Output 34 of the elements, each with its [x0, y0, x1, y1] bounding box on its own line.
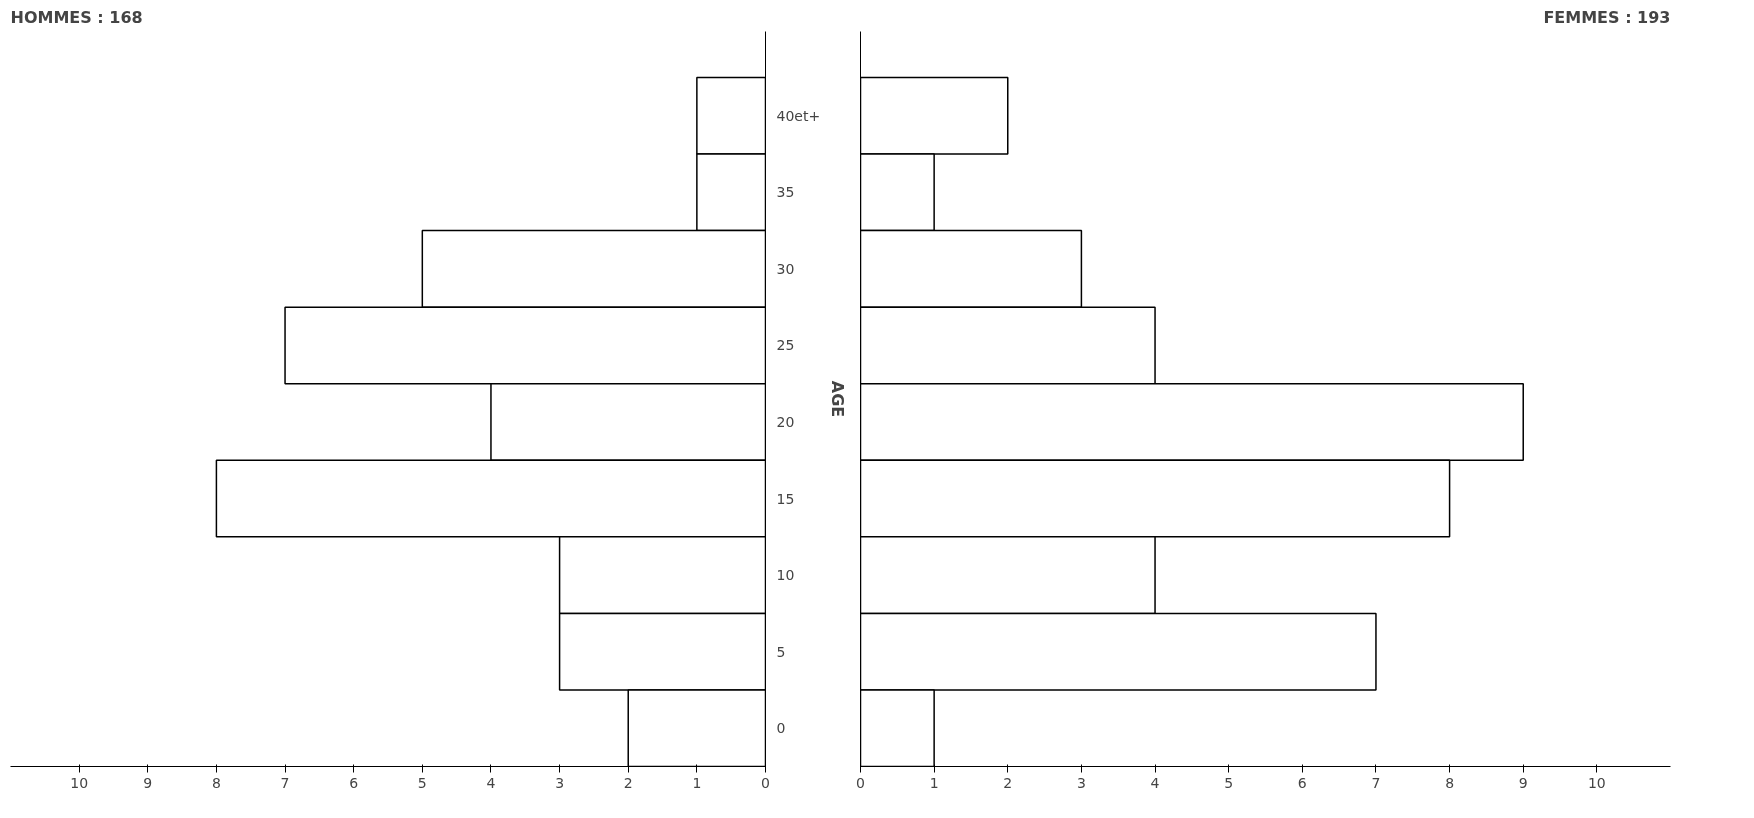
- x-tick-label: 3: [1076, 774, 1086, 791]
- x-tick-label: 8: [1445, 774, 1455, 791]
- y-tick-label: 10: [776, 567, 795, 584]
- x-tick-label: 6: [349, 774, 359, 791]
- x-tick-label: 10: [70, 774, 89, 791]
- y-tick-label: 5: [776, 643, 786, 660]
- y-axis-title: AGE: [828, 380, 848, 418]
- x-tick-label: 5: [1224, 774, 1234, 791]
- chart-title: HOMMES : 168: [10, 7, 143, 27]
- x-tick-label: 2: [623, 774, 633, 791]
- x-tick-label: 1: [929, 774, 939, 791]
- x-tick-label: 2: [1003, 774, 1013, 791]
- x-tick-label: 9: [143, 774, 153, 791]
- y-tick-label: 15: [776, 490, 795, 507]
- x-tick-label: 4: [486, 774, 496, 791]
- x-tick-label: 0: [761, 774, 770, 791]
- x-tick-label: 5: [417, 774, 427, 791]
- y-tick-label: 20: [776, 413, 795, 430]
- y-tick-label: 40et+: [776, 107, 821, 124]
- x-tick-label: 8: [211, 774, 221, 791]
- x-tick-label: 7: [1371, 774, 1381, 791]
- x-tick-label: 4: [1150, 774, 1160, 791]
- x-tick-label: 3: [555, 774, 565, 791]
- x-tick-label: 1: [692, 774, 702, 791]
- x-tick-label: 6: [1297, 774, 1307, 791]
- x-tick-label: 10: [1587, 774, 1606, 791]
- x-tick-label: 7: [280, 774, 290, 791]
- y-tick-label: 30: [776, 260, 795, 277]
- x-tick-label: 9: [1518, 774, 1528, 791]
- x-tick-label: 0: [856, 774, 865, 791]
- y-tick-label: 0: [776, 720, 786, 737]
- chart-title: FEMMES : 193: [1543, 7, 1671, 27]
- y-tick-label: 25: [776, 337, 795, 354]
- y-tick-label: 35: [776, 184, 795, 201]
